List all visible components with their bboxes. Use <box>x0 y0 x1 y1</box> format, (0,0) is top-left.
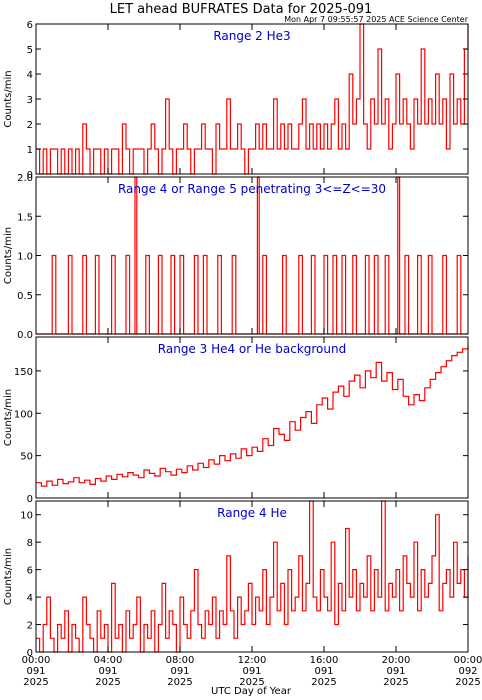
x-tick-label-year: 2025 <box>239 677 264 688</box>
y-tick-label: 4 <box>27 70 33 81</box>
x-tick-label-doy: 091 <box>26 666 45 677</box>
y-tick-label: 5 <box>27 45 33 56</box>
x-tick-label-doy: 091 <box>386 666 405 677</box>
panel-3-frame <box>35 336 469 499</box>
panel-4-data-line <box>36 500 469 653</box>
panel-2-frame <box>35 176 469 335</box>
x-tick-label-time: 20:00 <box>382 655 411 666</box>
panel-3-data-line <box>36 345 469 487</box>
panel-1-y-label: Counts/min <box>3 70 14 127</box>
panel-3-title: Range 3 He4 or He background <box>158 342 346 356</box>
y-tick-label: 6 <box>27 20 33 31</box>
x-tick-label-doy: 092 <box>458 666 477 677</box>
panel-4-y-label: Counts/min <box>3 548 14 605</box>
y-tick-label: 0 <box>27 494 33 505</box>
panel-2-data-line <box>36 176 468 335</box>
y-tick-label: 2.0 <box>17 173 33 184</box>
y-tick-label: 100 <box>14 409 33 420</box>
panel-3: 0 50 100 150 Range 3 He4 or He background Cou… <box>3 336 469 505</box>
timestamp: Mon Apr 7 09:55:57 2025 ACE Science Cent… <box>284 15 469 24</box>
y-tick-label: 1 <box>27 145 33 156</box>
panel-3-y-label: Counts/min <box>3 389 14 446</box>
panel-2-y-label: Counts/min <box>3 227 14 284</box>
x-tick-label-year: 2025 <box>383 677 408 688</box>
x-tick-label-time: 04:00 <box>94 655 123 666</box>
panel-4: 0 2 4 6 8 10 Range 4 He Counts/min <box>3 500 469 659</box>
x-tick-label-doy: 091 <box>98 666 117 677</box>
y-tick-label: 10 <box>20 511 33 522</box>
x-tick-label-year: 2025 <box>23 677 48 688</box>
x-tick-label-doy: 091 <box>314 666 333 677</box>
y-tick-label: 1.0 <box>17 252 33 263</box>
x-tick-label-time: 12:00 <box>238 655 267 666</box>
y-tick-label: 2 <box>27 120 33 131</box>
chart-title: LET ahead BUFRATES Data for 2025-091 <box>110 2 373 17</box>
panel-1-title: Range 2 He3 <box>213 29 290 43</box>
y-tick-label: 0.0 <box>17 330 33 341</box>
x-tick-label-time: 00:00 <box>454 655 482 666</box>
x-tick-label-year: 2025 <box>167 677 192 688</box>
panel-1-data-line <box>36 23 469 175</box>
y-tick-label: 50 <box>20 452 33 463</box>
panel-1: 0 1 2 3 4 5 6 Range 2 He3 Counts/min <box>3 20 469 181</box>
x-tick-label-year: 2025 <box>311 677 336 688</box>
x-tick-label-doy: 091 <box>242 666 261 677</box>
y-tick-label: 1.5 <box>17 212 33 223</box>
panel-2: 0.0 0.5 1.0 1.5 2.0 Range 4 or Range 5 penetr… <box>3 173 469 341</box>
x-tick-label-time: 16:00 <box>310 655 339 666</box>
x-tick-label-time: 08:00 <box>166 655 195 666</box>
x-tick-label-time: 00:00 <box>22 655 51 666</box>
y-tick-label: 4 <box>27 593 33 604</box>
y-tick-label: 0 <box>27 170 33 181</box>
y-tick-label: 150 <box>14 367 33 378</box>
x-tick-label-doy: 091 <box>170 666 189 677</box>
y-tick-label: 3 <box>27 95 33 106</box>
panel-2-title: Range 4 or Range 5 penetrating 3<=Z<=30 <box>118 182 386 196</box>
y-tick-label: 6 <box>27 566 33 577</box>
y-tick-label: 0 <box>27 648 33 659</box>
y-tick-label: 8 <box>27 538 33 549</box>
x-axis-label: UTC Day of Year <box>211 686 292 697</box>
x-tick-label-year: 2025 <box>95 677 120 688</box>
panel-4-title: Range 4 He <box>217 506 287 520</box>
panels: 0 1 2 3 4 5 6 Range 2 He3 Counts/min 0.0 0.5 1.0 1.5… <box>3 20 482 688</box>
y-tick-label: 2 <box>27 621 33 632</box>
x-tick-label-year: 2025 <box>455 677 480 688</box>
y-tick-label: 0.5 <box>17 291 33 302</box>
